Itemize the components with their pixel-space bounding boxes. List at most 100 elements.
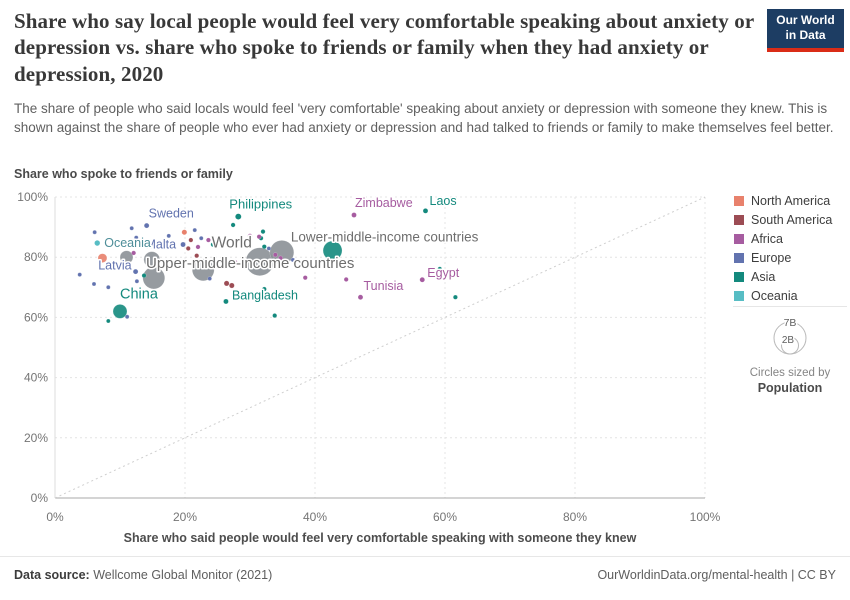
data-point-upper-middle-income-countries[interactable] [191,258,215,282]
data-point[interactable] [134,279,140,284]
data-point-zimbabwe[interactable] [351,212,357,218]
data-point[interactable] [223,280,230,287]
data-point[interactable] [92,229,97,235]
scatter-plot: 0% 0% 20% 20% 40% 40% 60% 60% 80% 80% 100% 100% Worl… [17,190,721,524]
point-label: Egypt [427,266,459,280]
data-point[interactable] [181,229,188,236]
footer: Data source: Wellcome Global Monitor (20… [0,556,850,600]
data-point[interactable] [207,276,212,281]
parity-line [54,196,706,499]
size-legend-inner-label: 2B [782,335,795,346]
data-point[interactable] [129,226,134,231]
data-point[interactable] [141,273,147,279]
owid-logo[interactable]: Our World in Data [767,9,844,52]
data-point-philippines[interactable] [235,213,242,220]
data-point[interactable] [261,286,267,292]
data-point[interactable] [228,282,235,289]
data-point[interactable] [322,240,343,261]
data-point-sweden[interactable] [143,222,150,229]
data-point[interactable] [119,250,134,264]
data-point[interactable] [256,234,262,240]
data-point[interactable] [343,277,349,282]
data-point-china[interactable] [112,304,128,319]
data-point[interactable] [266,246,272,251]
data-point[interactable] [106,318,111,324]
point-label: Zimbabwe [355,196,413,210]
data-point[interactable] [124,314,130,320]
data-point-world[interactable] [245,247,274,276]
x-tick-label: 20% [173,510,197,524]
legend-label: Europe [751,251,792,265]
point-label: Laos [430,194,457,208]
legend-item-africa[interactable]: Africa [734,232,848,246]
legend-label: North America [751,194,831,208]
data-point[interactable] [261,244,267,250]
data-point[interactable] [452,294,458,300]
data-point[interactable] [210,242,216,248]
data-point-malta[interactable] [180,241,186,248]
chart-subtitle: The share of people who said locals woul… [14,101,834,136]
data-point[interactable] [185,246,191,251]
page-title: Share who say local people would feel ve… [14,9,754,86]
y-tick-label: 0% [31,491,49,505]
y-tick-label: 40% [24,371,48,385]
legend-item-north-america[interactable]: North America [734,194,848,208]
point-label: Upper-middle-income countries [146,255,354,272]
data-point[interactable] [230,222,236,228]
data-point-laos[interactable] [422,208,429,214]
legend-item-asia[interactable]: Asia [734,270,848,284]
data-point[interactable] [302,275,308,281]
data-point-tunisia[interactable] [357,294,364,300]
legend-swatch [734,291,744,301]
legend-label: Oceania [751,289,798,303]
data-point-bangladesh[interactable] [223,298,229,305]
data-point[interactable] [272,313,278,319]
data-point[interactable] [134,235,139,240]
data-source-text: Wellcome Global Monitor (2021) [93,568,273,582]
data-point[interactable] [166,233,171,239]
data-point[interactable] [247,233,253,239]
y-tick-label: 60% [24,310,48,324]
data-point[interactable] [290,257,296,263]
data-point[interactable] [202,259,207,265]
data-point[interactable] [188,237,194,243]
data-point[interactable] [195,244,201,250]
legend-label: Africa [751,232,783,246]
data-point[interactable] [131,250,137,256]
data-point-latvia[interactable] [132,268,139,275]
data-point[interactable] [106,285,111,290]
x-tick-label: 100% [690,510,721,524]
data-point[interactable] [199,235,204,241]
data-point[interactable] [437,266,443,272]
data-point[interactable] [192,227,197,233]
x-tick-label: 0% [46,510,64,524]
credit-link[interactable]: OurWorldinData.org/mental-health | CC BY [597,568,836,582]
point-label: Oceania [104,236,151,250]
data-point-egypt[interactable] [419,277,425,283]
data-point[interactable] [205,237,211,243]
data-point[interactable] [272,252,278,258]
data-point[interactable] [143,251,161,268]
data-point[interactable] [77,272,82,277]
data-point-oceania[interactable] [94,240,101,247]
legend-swatch [734,215,744,225]
data-point[interactable] [144,239,150,244]
legend-item-europe[interactable]: Europe [734,251,848,265]
point-label: Latvia [98,259,131,273]
data-point-lower-middle-income-countries[interactable] [269,240,295,265]
x-tick-label: 40% [303,510,327,524]
point-label: Tunisia [364,279,404,293]
data-point[interactable] [91,281,97,287]
legend-item-south-america[interactable]: South America [734,213,848,227]
data-point[interactable] [232,259,238,265]
data-point[interactable] [260,229,266,235]
data-point[interactable] [106,261,112,267]
data-point[interactable] [97,253,108,263]
data-point[interactable] [278,255,283,261]
logo-line1: Our World [776,13,835,27]
legend-item-oceania[interactable]: Oceania [734,289,848,303]
size-legend-caption: Circles sized by [749,367,831,379]
data-point[interactable] [194,253,200,259]
size-legend-circles: 7B 2B [773,316,807,355]
legend-swatch [734,234,744,244]
